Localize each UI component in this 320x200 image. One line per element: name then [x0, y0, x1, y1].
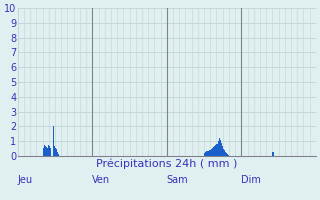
Bar — [228, 155, 229, 156]
Bar — [218, 141, 219, 156]
Bar — [53, 126, 54, 156]
Bar — [217, 144, 218, 156]
Text: Jeu: Jeu — [18, 175, 33, 185]
Bar — [57, 152, 58, 156]
Bar — [224, 150, 225, 156]
Bar — [211, 149, 212, 156]
Bar — [56, 149, 57, 156]
Bar — [227, 154, 228, 156]
Bar — [273, 152, 275, 156]
Bar — [209, 150, 210, 156]
Bar — [47, 148, 48, 156]
Bar — [205, 152, 206, 156]
Bar — [219, 138, 220, 156]
Bar — [58, 154, 59, 156]
Text: Sam: Sam — [167, 175, 188, 185]
Bar — [167, 153, 168, 156]
Bar — [212, 148, 213, 156]
Bar — [207, 151, 208, 156]
Bar — [44, 145, 45, 156]
Bar — [48, 145, 49, 156]
Bar — [220, 143, 222, 156]
Bar — [45, 146, 46, 156]
Bar — [55, 148, 56, 156]
X-axis label: Précipitations 24h ( mm ): Précipitations 24h ( mm ) — [96, 159, 237, 169]
Bar — [272, 152, 273, 156]
Bar — [215, 145, 217, 156]
Bar — [208, 151, 209, 156]
Text: Ven: Ven — [92, 175, 110, 185]
Bar — [50, 148, 51, 156]
Bar — [222, 146, 223, 156]
Bar — [206, 151, 207, 156]
Bar — [54, 146, 55, 156]
Bar — [214, 146, 215, 156]
Bar — [46, 147, 47, 156]
Bar — [204, 153, 205, 156]
Bar — [43, 148, 44, 156]
Bar — [49, 146, 50, 156]
Bar — [213, 147, 214, 156]
Text: Dim: Dim — [241, 175, 261, 185]
Bar — [226, 153, 227, 156]
Bar — [210, 150, 211, 156]
Bar — [225, 152, 226, 156]
Bar — [223, 149, 224, 156]
